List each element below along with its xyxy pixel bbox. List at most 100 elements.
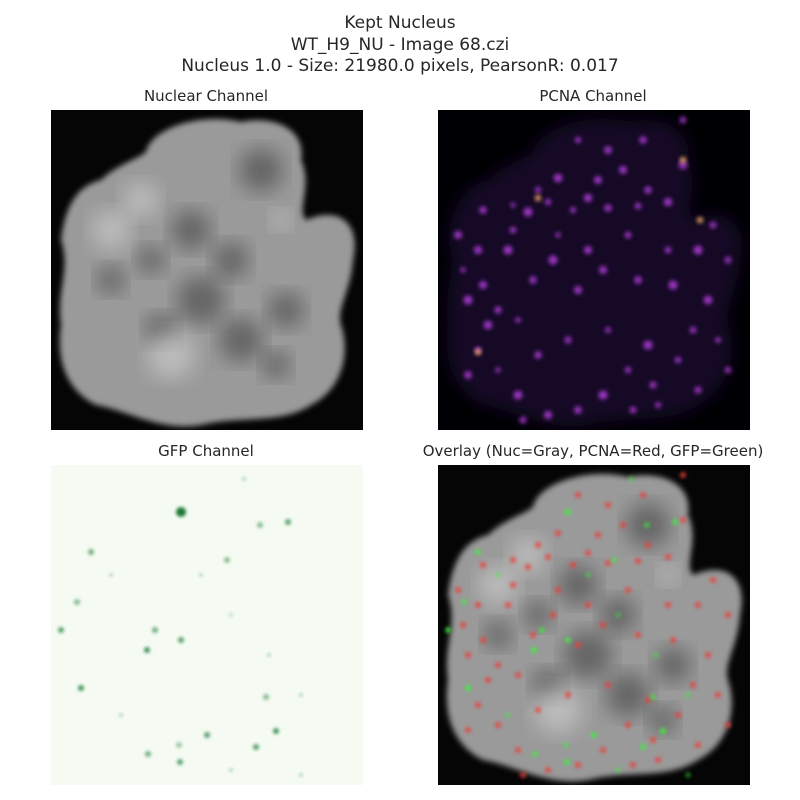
pcna-spot xyxy=(624,366,632,374)
gfp-spot xyxy=(299,773,303,777)
pcna-bright-spot xyxy=(475,349,481,355)
overlay-pcna-spot xyxy=(669,636,677,644)
overlay-pcna-spot xyxy=(709,576,717,584)
pcna-spot xyxy=(604,326,612,334)
overlay-pcna-spot xyxy=(574,641,582,649)
nucleus-dark-region xyxy=(137,246,165,274)
pcna-spot xyxy=(515,317,521,323)
pcna-spot xyxy=(693,245,703,255)
overlay-pcna-spot xyxy=(494,721,502,729)
nucleus-dark-region xyxy=(213,242,249,278)
pcna-panel-title: PCNA Channel xyxy=(539,87,647,105)
overlay-pcna-spot xyxy=(629,761,637,769)
pcna-spot xyxy=(548,255,558,265)
nucleus-dark-region xyxy=(524,601,552,629)
overlay-pcna-spot xyxy=(569,561,577,569)
pcna-spot xyxy=(555,232,561,238)
overlay-pcna-spot xyxy=(679,471,687,479)
overlay-pcna-spot xyxy=(544,553,552,561)
pcna-spot xyxy=(519,416,527,424)
overlay-pcna-spot xyxy=(604,681,612,689)
overlay-pcna-spot xyxy=(564,691,572,699)
pcna-spot xyxy=(679,116,687,124)
overlay-pcna-spot xyxy=(549,611,557,619)
overlay-gfp-spot xyxy=(445,627,451,633)
overlay-gfp-spot xyxy=(628,476,634,482)
pcna-spot xyxy=(598,265,608,275)
gfp-spot xyxy=(199,573,203,577)
pcna-spot xyxy=(663,197,673,207)
overlay-gfp-spot xyxy=(539,627,545,633)
nucleus-bright-region xyxy=(534,686,582,734)
overlay-pcna-spot xyxy=(634,631,642,639)
pcna-spot xyxy=(510,202,516,208)
overlay-pcna-spot xyxy=(584,549,592,557)
nucleus-dark-region xyxy=(606,673,650,717)
pcna-spot xyxy=(644,186,652,194)
overlay-pcna-spot xyxy=(474,701,482,709)
overlay-pcna-spot xyxy=(554,586,562,594)
gfp-spot xyxy=(109,573,113,577)
gfp-spot xyxy=(253,744,259,750)
nucleus-bright-region xyxy=(91,210,131,250)
overlay-pcna-spot xyxy=(484,676,492,684)
overlay-pcna-spot xyxy=(524,563,532,571)
figure-subtitle-filename: WT_H9_NU - Image 68.czi xyxy=(290,35,510,55)
overlay-pcna-spot xyxy=(689,681,697,689)
overlay-gfp-spot xyxy=(591,732,597,738)
nucleus-dark-region xyxy=(97,266,125,294)
overlay-pcna-spot xyxy=(464,726,472,734)
overlay-gfp-spot xyxy=(564,759,570,765)
nuclear-panel-title: Nuclear Channel xyxy=(143,87,269,105)
overlay-pcna-spot xyxy=(504,601,512,609)
overlay-gfp-spot xyxy=(565,509,571,515)
overlay-pcna-spot xyxy=(624,586,632,594)
pcna-spot xyxy=(534,351,542,359)
pcna-spot xyxy=(553,173,563,183)
overlay-pcna-spot xyxy=(514,746,522,754)
pcna-spot xyxy=(509,226,517,234)
pcna-spot xyxy=(460,267,466,273)
nucleus-dark-region xyxy=(564,631,612,679)
overlay-pcna-spot xyxy=(634,557,642,565)
pcna-spot xyxy=(574,136,582,144)
pcna-spot xyxy=(678,160,688,170)
overlay-pcna-spot xyxy=(724,611,732,619)
overlay-gfp-spot xyxy=(461,599,467,605)
overlay-gfp-spot xyxy=(650,694,656,700)
overlay-pcna-spot xyxy=(544,766,552,774)
nucleus-bright-region xyxy=(123,182,159,218)
overlay-pcna-spot xyxy=(529,631,537,639)
overlay-pcna-spot xyxy=(664,553,672,561)
figure-title: Kept Nucleus xyxy=(344,13,456,33)
pcna-spot xyxy=(453,230,463,240)
gfp-channel-image xyxy=(51,465,363,785)
pcna-spot xyxy=(709,221,717,229)
overlay-pcna-spot xyxy=(714,691,722,699)
pcna-spot xyxy=(598,390,608,400)
overlay-gfp-spot xyxy=(615,767,621,773)
overlay-pcna-spot xyxy=(459,621,467,629)
gfp-spot xyxy=(299,693,303,697)
gfp-spot xyxy=(263,694,269,700)
pcna-spot xyxy=(689,326,697,334)
overlay-gfp-spot xyxy=(640,744,646,750)
overlay-pcna-spot xyxy=(494,661,502,669)
pcna-bright-spot xyxy=(680,157,686,163)
pcna-spot xyxy=(618,165,628,175)
pcna-spot xyxy=(583,193,593,203)
overlay-pcna-spot xyxy=(639,491,647,499)
nucleus-dark-region xyxy=(655,647,691,683)
overlay-gfp-spot xyxy=(644,522,650,528)
overlay-gfp-spot xyxy=(615,612,621,618)
pcna-spot xyxy=(495,367,501,373)
pcna-spot xyxy=(668,280,678,290)
pcna-spot xyxy=(604,146,612,154)
pcna-spot xyxy=(624,231,632,239)
gfp-spot xyxy=(144,647,150,653)
pcna-channel-image xyxy=(438,110,750,430)
overlay-gfp-spot xyxy=(685,692,691,698)
overlay-gfp-spot xyxy=(660,728,666,734)
overlay-pcna-spot xyxy=(534,706,542,714)
overlay-pcna-spot xyxy=(584,601,592,609)
